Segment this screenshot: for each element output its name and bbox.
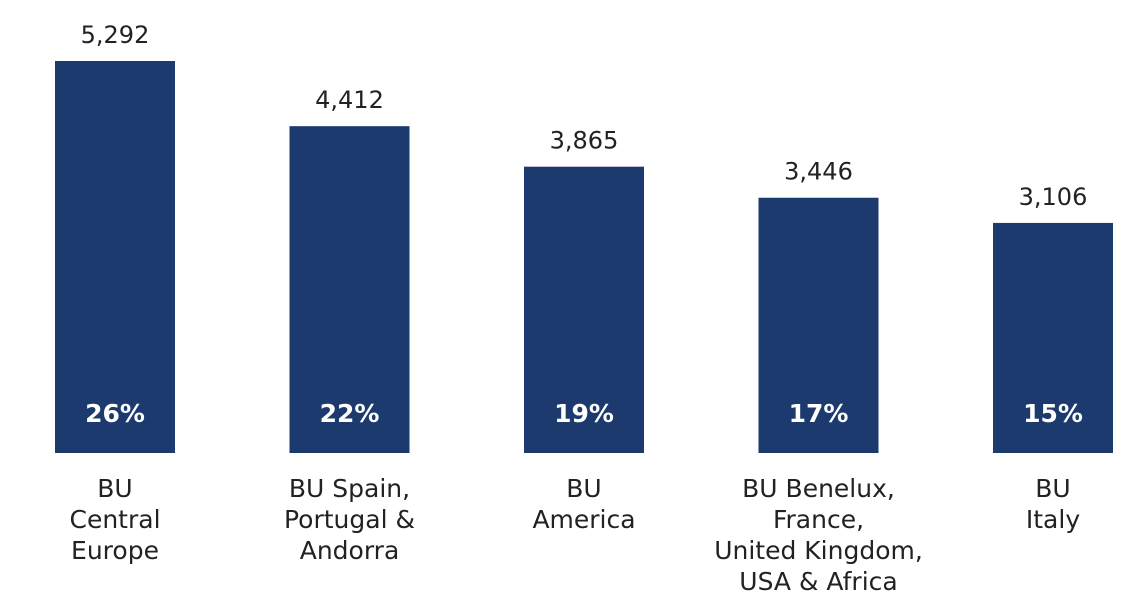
category-label: BU Spain,: [289, 474, 410, 503]
bar: [55, 61, 175, 453]
category-label: Portugal &: [284, 505, 415, 534]
percent-label: 15%: [1023, 399, 1083, 428]
category-label: United Kingdom,: [714, 536, 923, 565]
category-label: Central: [69, 505, 160, 534]
value-label: 3,865: [550, 127, 619, 155]
category-label: BU: [1035, 474, 1070, 503]
value-label: 3,446: [784, 158, 853, 186]
category-label: BU Benelux,: [742, 474, 895, 503]
bar: [758, 197, 879, 453]
bar: [524, 166, 644, 453]
value-label: 3,106: [1019, 183, 1088, 211]
value-label: 4,412: [315, 86, 384, 114]
percent-label: 19%: [554, 399, 614, 428]
percent-label: 26%: [85, 399, 145, 428]
category-label: BU: [97, 474, 132, 503]
category-label: America: [532, 505, 635, 534]
category-label: Andorra: [300, 536, 400, 565]
category-label: BU: [566, 474, 601, 503]
bar: [289, 126, 410, 454]
category-label: USA & Africa: [739, 567, 897, 596]
value-label: 5,292: [81, 21, 150, 49]
category-label: France,: [773, 505, 864, 534]
percent-label: 17%: [789, 399, 849, 428]
category-label: Italy: [1026, 505, 1080, 534]
bar: [993, 222, 1113, 453]
category-label: Europe: [71, 536, 159, 565]
percent-label: 22%: [320, 399, 380, 428]
